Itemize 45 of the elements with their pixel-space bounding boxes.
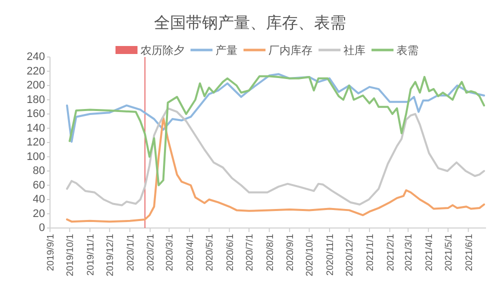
y-tick-label: 100 [26,150,45,163]
x-tick-label: 2020/10/1 [304,234,316,276]
legend-label: 产量 [216,44,238,57]
y-tick-label: 120 [26,136,45,148]
line-series [66,73,486,143]
x-tick-label: 2019/10/1 [65,234,76,276]
y-tick-label: 220 [26,65,45,78]
x-tick-label: 2020/3/1 [164,234,176,271]
x-tick-label: 2020/11/1 [325,234,336,276]
x-tick-label: 2021/1/1 [364,234,376,271]
x-tick-label: 2019/11/1 [85,234,96,276]
y-tick-label: 140 [26,122,45,134]
x-tick-label: 2020/5/1 [204,234,216,271]
chart-title: 全国带钢产量、库存、表需 [154,14,346,32]
x-tick-label: 2020/6/1 [224,234,236,271]
x-tick-label: 2020/9/1 [285,234,296,271]
y-tick-label: 0 [38,222,45,234]
x-tick-label: 2020/7/1 [244,234,256,271]
x-tick-label: 2021/6/1 [464,234,475,271]
x-tick-label: 2021/4/1 [424,234,435,271]
x-tick-label: 2020/1/1 [125,234,136,271]
line-series [68,75,486,186]
y-tick-label: 80 [32,165,45,177]
x-tick-label: 2021/5/1 [444,234,455,271]
line-series [66,107,486,206]
ref-line-label: 农历除夕 [140,45,184,57]
legend-label: 社库 [344,44,366,57]
x-tick-label: 2020/4/1 [184,234,196,271]
y-tick-label: 60 [32,179,45,192]
y-tick-label: 180 [26,94,45,106]
legend-label: 表需 [396,44,418,57]
x-tick-label: 2019/12/1 [105,234,116,276]
y-tick-label: 160 [26,108,45,120]
x-tick-label: 2020/12/1 [344,234,356,276]
line-series [66,116,486,223]
x-tick-label: 2021/3/1 [404,234,415,271]
y-tick-label: 20 [32,208,45,220]
x-tick-label: 2021/2/1 [385,234,396,271]
legend-label: 厂内库存 [268,44,312,57]
x-tick-label: 2020/8/1 [264,234,276,271]
x-tick-label: 2020/2/1 [146,234,157,271]
y-tick-label: 200 [26,80,45,92]
x-tick-label: 2019/9/1 [46,234,56,271]
y-tick-label: 240 [26,51,45,63]
y-tick-label: 40 [32,194,45,206]
